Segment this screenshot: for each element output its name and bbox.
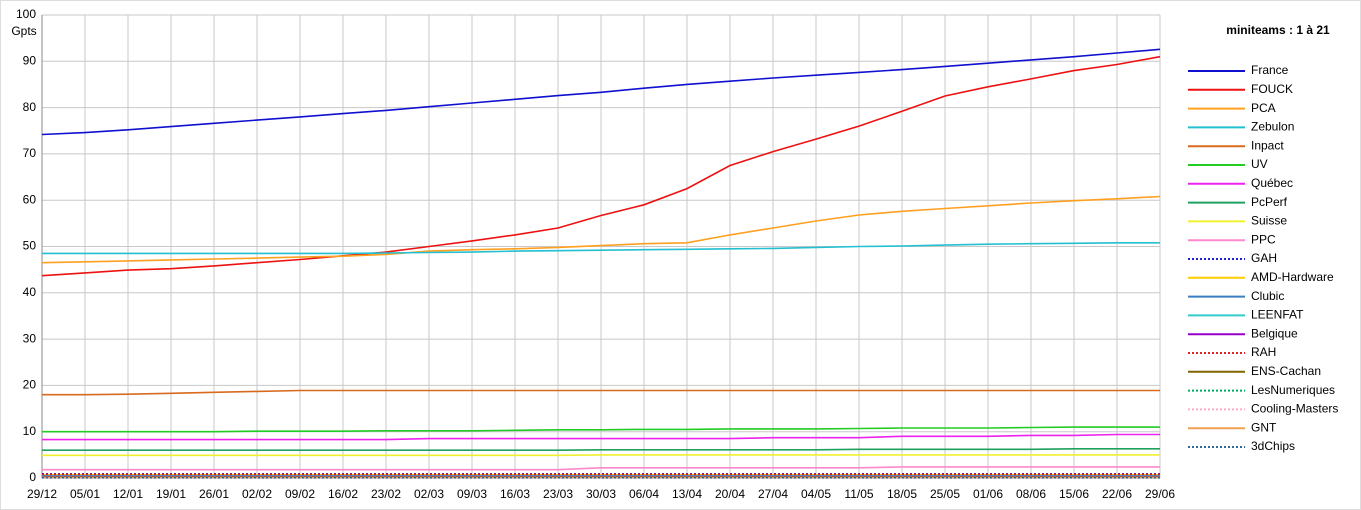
y-tick-label: 60 xyxy=(23,192,37,206)
legend-label: Zebulon xyxy=(1251,120,1294,134)
series-line xyxy=(42,426,1160,433)
legend-label: Clubic xyxy=(1251,289,1284,303)
y-tick-label: 30 xyxy=(23,331,37,345)
x-tick-label: 22/06 xyxy=(1102,487,1132,501)
legend-label: Belgique xyxy=(1251,326,1298,340)
series-line xyxy=(42,389,1160,396)
legend-label: FOUCK xyxy=(1251,82,1293,96)
series-line xyxy=(41,48,1161,136)
x-tick-label: 23/02 xyxy=(371,487,401,501)
x-tick-label: 04/05 xyxy=(801,487,831,501)
legend-label: Québec xyxy=(1251,176,1293,190)
x-tick-label: 05/01 xyxy=(70,487,100,501)
legend-label: LesNumeriques xyxy=(1251,383,1335,397)
x-tick-label: 30/03 xyxy=(586,487,616,501)
y-tick-label: 80 xyxy=(23,100,37,114)
x-tick-label: 29/12 xyxy=(27,487,57,501)
series-line xyxy=(42,466,1160,471)
series-line xyxy=(42,242,1160,255)
legend-label: France xyxy=(1251,63,1289,77)
x-tick-label: 06/04 xyxy=(629,487,659,501)
y-tick-label: 20 xyxy=(23,378,37,392)
x-tick-label: 13/04 xyxy=(672,487,702,501)
x-tick-label: 09/03 xyxy=(457,487,487,501)
x-tick-label: 27/04 xyxy=(758,487,788,501)
y-tick-label: 40 xyxy=(23,285,37,299)
legend-label: GNT xyxy=(1251,420,1277,434)
legend-label: PcPerf xyxy=(1251,195,1288,209)
legend-label: GAH xyxy=(1251,251,1277,265)
legend-label: Suisse xyxy=(1251,214,1287,228)
legend-label: RAH xyxy=(1251,345,1276,359)
x-tick-label: 02/02 xyxy=(242,487,272,501)
y-tick-label: 100 xyxy=(16,7,36,21)
x-tick-label: 26/01 xyxy=(199,487,229,501)
legend-label: 3dChips xyxy=(1251,439,1295,453)
x-tick-label: 20/04 xyxy=(715,487,745,501)
legend-label: AMD-Hardware xyxy=(1251,270,1334,284)
legend-label: ENS-Cachan xyxy=(1251,364,1321,378)
y-axis-label: Gpts xyxy=(11,24,36,38)
x-tick-label: 09/02 xyxy=(285,487,315,501)
x-tick-label: 16/03 xyxy=(500,487,530,501)
legend-label: UV xyxy=(1251,157,1268,171)
legend-label: Cooling-Masters xyxy=(1251,402,1338,416)
legend-title: miniteams : 1 à 21 xyxy=(1226,23,1330,37)
series-line xyxy=(42,447,1160,452)
x-tick-label: 11/05 xyxy=(844,487,873,501)
x-tick-label: 29/06 xyxy=(1145,487,1175,501)
legend-label: PPC xyxy=(1251,232,1276,246)
x-tick-label: 18/05 xyxy=(887,487,917,501)
x-tick-label: 01/06 xyxy=(973,487,1003,501)
x-tick-label: 19/01 xyxy=(156,487,186,501)
x-tick-label: 08/06 xyxy=(1016,487,1046,501)
x-tick-label: 12/01 xyxy=(113,487,143,501)
y-tick-label: 90 xyxy=(23,53,37,67)
x-tick-label: 02/03 xyxy=(414,487,444,501)
y-tick-label: 50 xyxy=(23,239,37,253)
legend-label: LEENFAT xyxy=(1251,308,1304,322)
legend-label: Inpact xyxy=(1251,138,1284,152)
y-tick-label: 70 xyxy=(23,146,37,160)
legend-label: PCA xyxy=(1251,101,1276,115)
x-tick-label: 25/05 xyxy=(930,487,960,501)
x-tick-label: 16/02 xyxy=(328,487,358,501)
series-line xyxy=(41,55,1161,277)
x-tick-label: 15/06 xyxy=(1059,487,1089,501)
series-line xyxy=(42,433,1160,441)
y-tick-label: 0 xyxy=(29,470,36,484)
y-tick-label: 10 xyxy=(23,424,37,438)
series-line xyxy=(41,195,1161,264)
x-tick-label: 23/03 xyxy=(543,487,573,501)
